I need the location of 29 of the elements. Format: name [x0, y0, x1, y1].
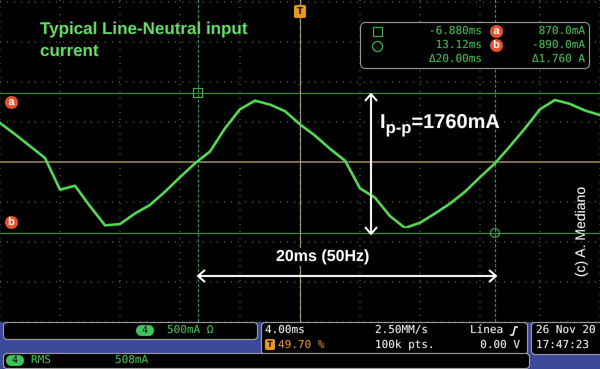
text: 508mA	[115, 353, 148, 366]
text: 2.50MM/s	[375, 323, 428, 336]
annotation: a	[5, 96, 18, 109]
text: Δ1.760 A	[531, 52, 585, 65]
text: Línea	[470, 323, 504, 336]
text: 4	[6, 355, 24, 366]
text: b	[490, 39, 503, 52]
text: 17:47:23	[536, 338, 589, 351]
text: 20ms (50Hz)	[276, 248, 370, 266]
text: 26 Nov 20	[536, 323, 596, 336]
text: 13.12ms	[434, 38, 482, 51]
text: 100k pts.	[375, 338, 435, 351]
text: 4.00ms	[265, 323, 305, 336]
annotation: I$_{p-p}$=1760mA	[380, 111, 500, 138]
text: 870.0mA	[538, 24, 585, 37]
text: -6.880ms	[428, 24, 482, 37]
chart-title: Typical Line-Neutral input current	[40, 18, 248, 62]
text: a	[490, 25, 503, 38]
text: Δ20.00ms	[428, 52, 482, 65]
text: 4	[136, 325, 154, 336]
text: 49.70 %	[278, 338, 324, 351]
annotation: (c) A. Mediano	[572, 186, 588, 280]
text: -890.0mA	[531, 38, 585, 51]
text: T	[294, 5, 306, 18]
text: 0.00 V	[479, 338, 520, 351]
text: 500mA Ω	[167, 323, 214, 336]
text: RMS	[31, 353, 51, 366]
annotation: b	[5, 216, 18, 229]
text: T	[265, 339, 275, 350]
